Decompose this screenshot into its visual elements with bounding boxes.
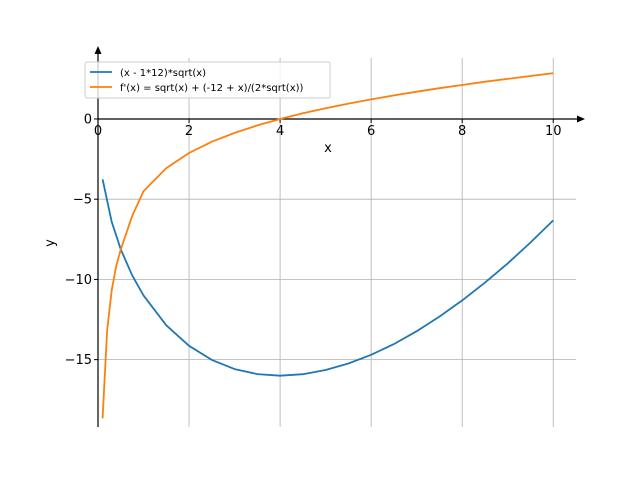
x-tick-label-1: 2 (185, 124, 193, 139)
legend-label-series-2: f'(x) = sqrt(x) + (-12 + x)/(2*sqrt(x)) (120, 83, 304, 94)
x-tick-label-4: 8 (458, 124, 466, 139)
axes (94, 46, 585, 427)
grid (98, 58, 576, 427)
x-tick-label-2: 4 (276, 124, 284, 139)
series-line-1 (101, 179, 554, 377)
legend-label-series-1: (x - 1*12)*sqrt(x) (120, 68, 206, 79)
legend: (x - 1*12)*sqrt(x) f'(x) = sqrt(x) + (-1… (84, 61, 331, 99)
y-tick-label-1: −10 (65, 273, 92, 288)
series-line-2 (101, 72, 554, 419)
y-tick-label-2: −5 (73, 193, 92, 208)
y-axis-arrow (94, 46, 102, 54)
x-tick-label-0: 0 (94, 124, 102, 139)
y-tick-label-3: 0 (84, 112, 92, 127)
x-axis-label: x (324, 141, 332, 156)
x-axis-arrow (577, 115, 585, 123)
y-axis-label: y (43, 239, 58, 247)
x-tick-label-5: 10 (545, 124, 562, 139)
series-lines (101, 72, 554, 419)
x-tick-label-3: 6 (367, 124, 375, 139)
legend-box (84, 61, 331, 99)
ticks: 0 2 4 6 8 10 −15 −10 −5 0 (65, 112, 562, 368)
y-tick-label-0: −15 (65, 353, 92, 368)
